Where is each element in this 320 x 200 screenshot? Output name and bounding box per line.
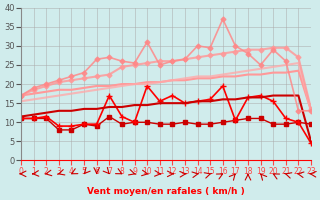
X-axis label: Vent moyen/en rafales ( km/h ): Vent moyen/en rafales ( km/h ) xyxy=(87,187,245,196)
